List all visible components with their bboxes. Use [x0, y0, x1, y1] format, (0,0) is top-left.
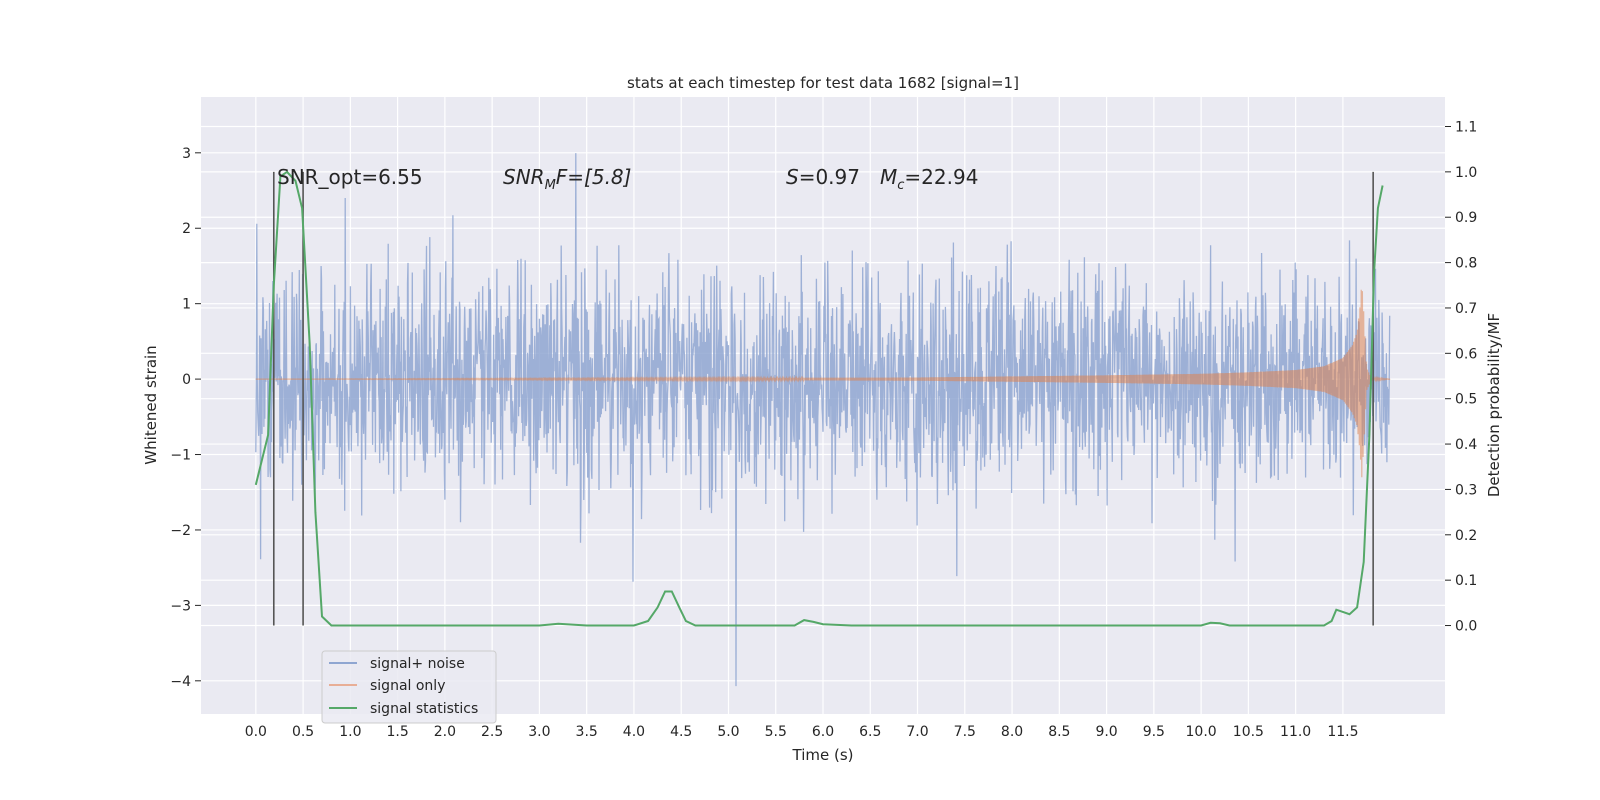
annotation-snr-opt: SNR_opt=6.55	[277, 165, 423, 189]
mc-sub: c	[897, 178, 904, 193]
y-tick-label-right: 0.4	[1455, 437, 1477, 453]
snr-mf-sub: M	[545, 178, 556, 193]
left-y-axis-ticks: 3 2 1 0 −1 −2 −3 −4	[170, 146, 201, 690]
chart-title: stats at each timestep for test data 168…	[627, 74, 1019, 92]
signal-only-line	[255, 289, 1391, 478]
x-tick-label: 3.0	[528, 724, 550, 740]
mc-value: =22.94	[904, 165, 978, 189]
legend-label-signal-noise: signal+ noise	[370, 656, 465, 672]
x-tick-label: 1.0	[339, 724, 361, 740]
y-tick-label-right: 0.9	[1455, 210, 1477, 226]
signal-statistics-line	[254, 170, 1384, 627]
y-tick-label-right: 1.1	[1455, 119, 1477, 135]
x-tick-label: 5.0	[717, 724, 739, 740]
y-tick-label-right: 0.6	[1455, 346, 1477, 362]
y-axis-label-left: Whitened strain	[142, 345, 160, 464]
x-tick-label: 6.0	[812, 724, 834, 740]
signal-noise-line	[255, 153, 1391, 687]
annotation-snr-mf: SNRMF=[5.8]	[503, 165, 631, 193]
y-tick-label-left: −2	[170, 523, 191, 539]
annotation-mc: Mc=22.94	[880, 165, 978, 193]
annotation-s: S=0.97	[786, 165, 860, 189]
mc-label: M	[880, 165, 897, 189]
y-tick-label-right: 0.1	[1455, 573, 1477, 589]
y-tick-label-right: 1.0	[1455, 165, 1477, 181]
x-tick-label: 3.5	[576, 724, 598, 740]
y-tick-label-right: 0.8	[1455, 256, 1477, 272]
x-tick-label: 8.0	[1001, 724, 1023, 740]
x-tick-label: 4.5	[670, 724, 692, 740]
x-tick-label: 9.5	[1143, 724, 1165, 740]
x-tick-label: 0.5	[292, 724, 314, 740]
x-tick-label: 9.0	[1095, 724, 1117, 740]
snr-mf-base: SNR	[503, 165, 545, 189]
x-tick-label: 4.0	[623, 724, 645, 740]
y-tick-label-right: 0.5	[1455, 392, 1477, 408]
y-tick-label-right: 0.2	[1455, 528, 1477, 544]
signal-noise-series	[255, 153, 1391, 687]
x-tick-label: 1.5	[386, 724, 408, 740]
legend-label-signal-only: signal only	[370, 678, 445, 694]
y-tick-label-left: −3	[170, 598, 191, 614]
x-axis-ticks: 0.0 0.5 1.0 1.5 2.0 2.5 3.0 3.5 4.0 4.5 5.0 5.5 6.0 6…	[245, 724, 1359, 740]
x-tick-label: 2.5	[481, 724, 503, 740]
y-tick-label-right: 0.0	[1455, 619, 1477, 635]
x-tick-label: 8.5	[1048, 724, 1070, 740]
legend-box	[321, 650, 497, 724]
x-axis-label: Time (s)	[792, 746, 854, 764]
signal-statistics-series	[254, 170, 1384, 627]
y-tick-label-left: 0	[182, 372, 191, 388]
y-tick-label-left: 1	[182, 297, 191, 313]
snr-mf-rest: F=[5.8]	[556, 165, 632, 189]
x-tick-label: 2.0	[434, 724, 456, 740]
s-label: S	[786, 165, 799, 189]
y-tick-label-right: 0.3	[1455, 482, 1477, 498]
x-tick-label: 10.0	[1186, 724, 1217, 740]
vertical-markers	[272, 171, 1374, 626]
x-tick-label: 0.0	[245, 724, 267, 740]
x-tick-label: 11.0	[1280, 724, 1311, 740]
right-y-axis-ticks: 1.1 1.0 0.9 0.8 0.7 0.6 0.5 0.4 0.3 0.2 0.1 0.0	[1445, 119, 1477, 635]
y-tick-label-right: 0.7	[1455, 301, 1477, 317]
legend: signal+ noise signal only signal statist…	[321, 650, 497, 724]
y-tick-label-left: −1	[170, 448, 191, 464]
x-tick-label: 10.5	[1233, 724, 1264, 740]
x-tick-label: 5.5	[765, 724, 787, 740]
y-tick-label-left: −4	[170, 674, 191, 690]
signal-only-series	[255, 289, 1391, 478]
s-value: =0.97	[799, 165, 860, 189]
legend-label-signal-statistics: signal statistics	[370, 701, 478, 717]
y-tick-label-left: 3	[182, 146, 191, 162]
y-tick-label-left: 2	[182, 221, 191, 237]
x-tick-label: 7.5	[954, 724, 976, 740]
x-tick-label: 11.5	[1327, 724, 1358, 740]
x-tick-label: 7.0	[906, 724, 928, 740]
x-tick-label: 6.5	[859, 724, 881, 740]
y-axis-label-right: Detection probability/MF	[1485, 313, 1503, 497]
